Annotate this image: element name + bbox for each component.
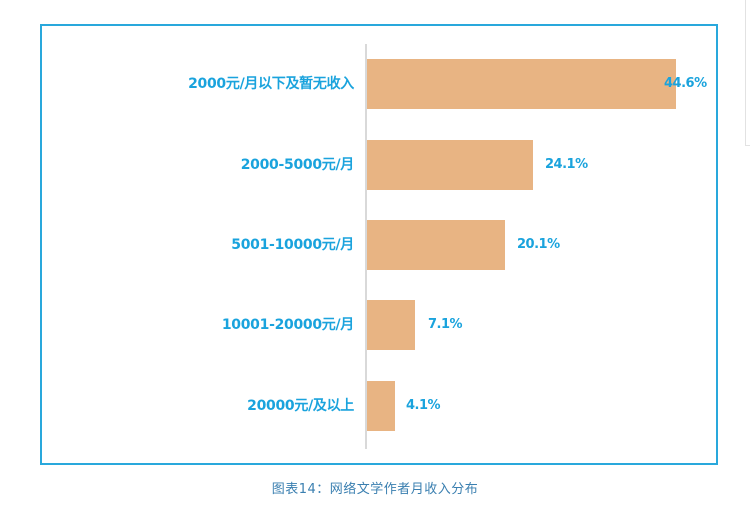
bar-row: 10001-20000元/月 7.1%: [42, 300, 716, 350]
side-panel-edge: [745, 0, 750, 146]
bar: [367, 140, 533, 190]
figure-caption: 图表14：网络文学作者月收入分布: [271, 482, 479, 497]
category-label: 2000元/月以下及暂无收入: [188, 76, 354, 92]
bar: [367, 381, 395, 431]
category-label: 5001-10000元/月: [231, 237, 354, 253]
category-label: 2000-5000元/月: [240, 157, 355, 173]
category-label: 10001-20000元/月: [221, 317, 354, 333]
category-label: 20000元/及以上: [247, 398, 354, 414]
value-label: 44.6%: [664, 76, 707, 91]
bar-row: 5001-10000元/月 20.1%: [42, 220, 716, 270]
category-axis-line: [365, 44, 367, 449]
bar-row: 2000-5000元/月 24.1%: [42, 140, 716, 190]
bar: [367, 220, 505, 270]
bar-row: 2000元/月以下及暂无收入 44.6%: [42, 59, 716, 109]
bar: [367, 59, 676, 109]
value-label: 24.1%: [545, 157, 588, 172]
chart-frame: 2000元/月以下及暂无收入 44.6% 2000-5000元/月 24.1% …: [40, 24, 718, 465]
bar: [367, 300, 415, 350]
value-label: 7.1%: [428, 317, 463, 332]
bar-row: 20000元/及以上 4.1%: [42, 381, 716, 431]
value-label: 4.1%: [406, 398, 441, 413]
value-label: 20.1%: [517, 237, 560, 252]
